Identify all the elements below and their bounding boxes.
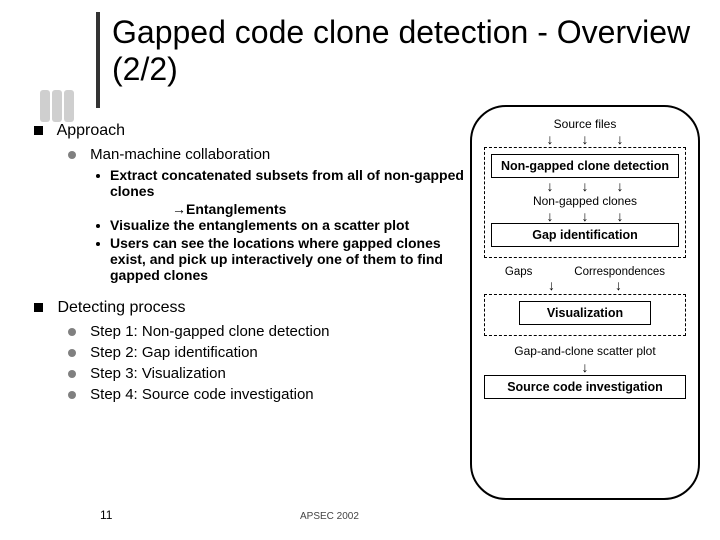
diagram-side-labels: Gaps Correspondences [484,266,686,278]
conference-label: APSEC 2002 [300,511,359,522]
arrow-down-icon: ↓↓↓ [484,135,686,145]
slide-body: Approach Man-machine collaboration Extra… [34,122,464,407]
bullet-circle-icon [68,328,76,336]
step-text: Step 3: Visualization [90,365,226,382]
box-gap-identification: Gap identification [491,223,679,247]
approach-bullet-row: Extract concatenated subsets from all of… [96,167,464,199]
bullet-circle-icon [68,151,76,159]
page-number: 11 [100,508,112,522]
bullet-circle-icon [68,391,76,399]
arrow-down-icon: ↓↓↓ [491,182,679,192]
approach-sub: Man-machine collaboration [68,146,464,163]
step-list: Step 1: Non-gapped clone detection Step … [68,323,464,403]
diagram-source-files: Source files [484,117,686,131]
step-text: Step 4: Source code investigation [90,386,313,403]
slide-title: Gapped code clone detection - Overview (… [112,14,720,88]
step-row: Step 2: Gap identification [68,344,464,361]
approach-bullets: Extract concatenated subsets from all of… [96,167,464,283]
process-heading-text: Detecting process [57,299,185,316]
arrow-entanglements: →Entanglements [172,201,464,217]
approach-sub-text: Man-machine collaboration [90,146,270,163]
box-nongapped: Non-gapped clone detection [491,154,679,178]
bullet-square-icon [34,303,43,312]
bullet-dot-icon [96,174,100,178]
box-source-investigation: Source code investigation [484,375,686,399]
dashed-group-1: Non-gapped clone detection ↓↓↓ Non-gappe… [484,147,686,259]
approach-bullet-row: Visualize the entanglements on a scatter… [96,217,464,233]
approach-heading: Approach [34,122,464,140]
step-row: Step 4: Source code investigation [68,386,464,403]
dashed-group-2: Visualization [484,294,686,336]
approach-bullet-text: Users can see the locations where gapped… [110,235,464,283]
box-visualization: Visualization [519,301,651,325]
arrow-down-icon: ↓ [484,362,686,373]
bullet-square-icon [34,126,43,135]
decorative-bars [40,90,76,122]
bullet-dot-icon [96,242,100,246]
step-text: Step 2: Gap identification [90,344,258,361]
approach-bullet-text: Visualize the entanglements on a scatter… [110,217,409,233]
bullet-circle-icon [68,370,76,378]
arrow-down-icon: ↓↓↓ [491,212,679,222]
label-nongapped-clones: Non-gapped clones [491,194,679,208]
label-scatter-plot: Gap-and-clone scatter plot [484,344,686,358]
process-heading: Detecting process [34,299,464,317]
arrow-down-icon: ↓↓ [484,280,686,291]
approach-bullet-text: Extract concatenated subsets from all of… [110,167,464,199]
title-divider [96,12,100,108]
step-text: Step 1: Non-gapped clone detection [90,323,329,340]
step-row: Step 1: Non-gapped clone detection [68,323,464,340]
label-gaps: Gaps [505,266,533,278]
approach-heading-text: Approach [57,122,126,139]
step-row: Step 3: Visualization [68,365,464,382]
bullet-dot-icon [96,224,100,228]
bullet-circle-icon [68,349,76,357]
flow-diagram: Source files ↓↓↓ Non-gapped clone detect… [470,105,700,500]
approach-bullet-row: Users can see the locations where gapped… [96,235,464,283]
